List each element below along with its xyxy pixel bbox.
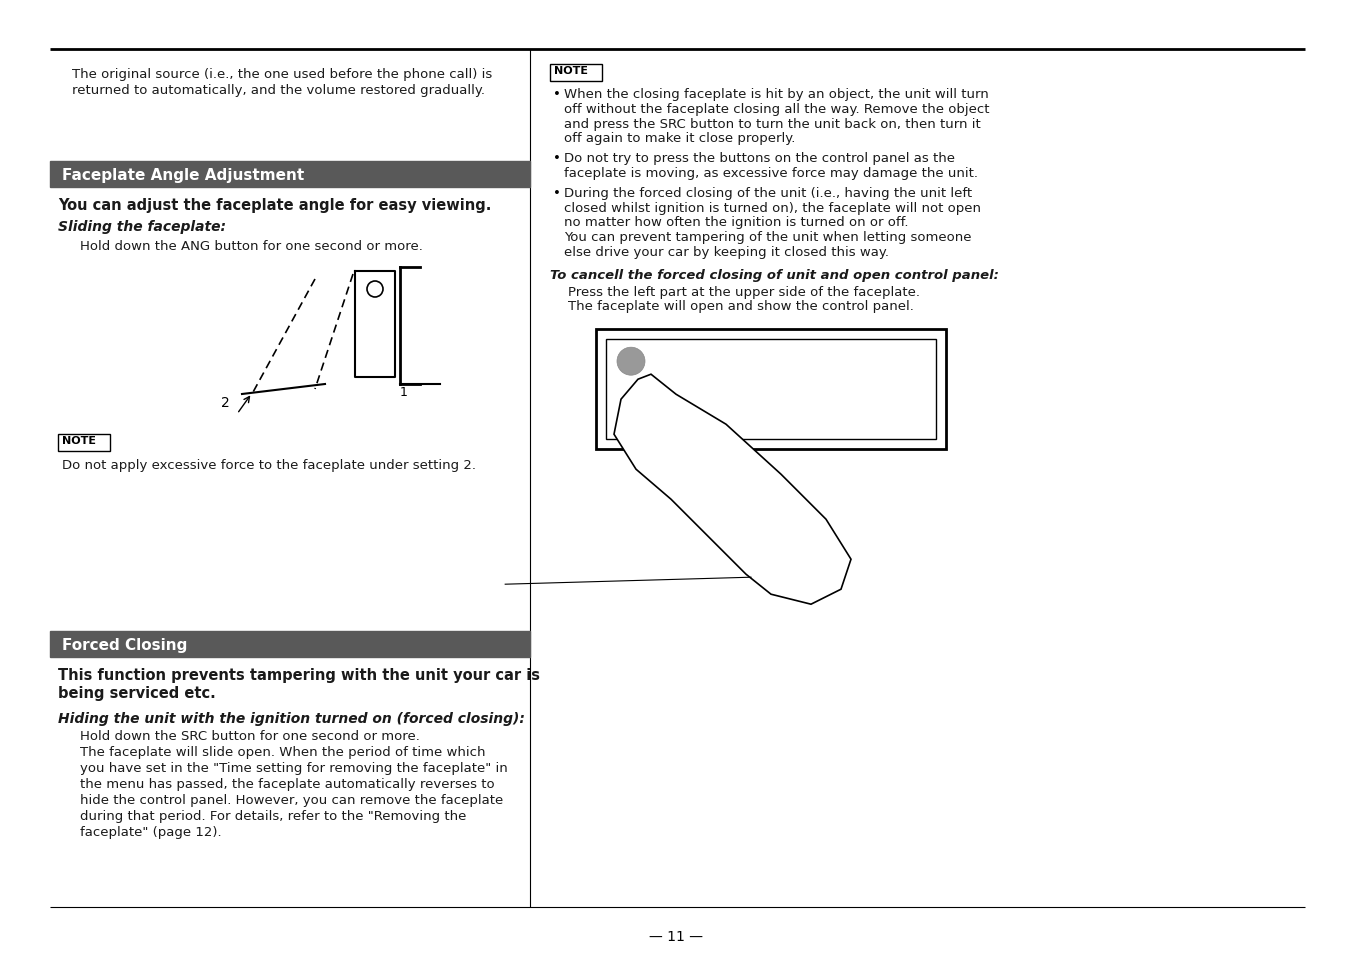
Text: •: • — [553, 152, 561, 165]
Text: closed whilst ignition is turned on), the faceplate will not open: closed whilst ignition is turned on), th… — [564, 201, 982, 214]
Text: Forced Closing: Forced Closing — [62, 638, 188, 652]
Text: NOTE: NOTE — [554, 66, 588, 76]
Text: Hold down the SRC button for one second or more.: Hold down the SRC button for one second … — [80, 729, 420, 742]
Text: To cancell the forced closing of unit and open control panel:: To cancell the forced closing of unit an… — [550, 269, 999, 281]
Bar — [58, 435, 110, 452]
Text: You can prevent tampering of the unit when letting someone: You can prevent tampering of the unit wh… — [564, 231, 972, 244]
Bar — [50, 162, 530, 188]
Text: Faceplate Angle Adjustment: Faceplate Angle Adjustment — [62, 168, 304, 183]
Text: The faceplate will open and show the control panel.: The faceplate will open and show the con… — [568, 300, 914, 314]
Bar — [606, 340, 936, 439]
Text: returned to automatically, and the volume restored gradually.: returned to automatically, and the volum… — [72, 84, 485, 97]
Text: The faceplate will slide open. When the period of time which: The faceplate will slide open. When the … — [80, 745, 485, 759]
Text: you have set in the "Time setting for removing the faceplate" in: you have set in the "Time setting for re… — [80, 761, 508, 774]
Text: The original source (i.e., the one used before the phone call) is: The original source (i.e., the one used … — [72, 68, 492, 81]
Text: — 11 —: — 11 — — [649, 929, 703, 943]
Text: being serviced etc.: being serviced etc. — [58, 685, 216, 700]
Text: Sliding the faceplate:: Sliding the faceplate: — [58, 220, 226, 233]
Polygon shape — [614, 375, 850, 604]
Text: During the forced closing of the unit (i.e., having the unit left: During the forced closing of the unit (i… — [564, 187, 972, 199]
Text: during that period. For details, refer to the "Removing the: during that period. For details, refer t… — [80, 809, 466, 822]
Circle shape — [617, 348, 645, 375]
Text: •: • — [553, 88, 561, 101]
Text: Hiding the unit with the ignition turned on (forced closing):: Hiding the unit with the ignition turned… — [58, 711, 525, 725]
Text: hide the control panel. However, you can remove the faceplate: hide the control panel. However, you can… — [80, 793, 503, 806]
Text: and press the SRC button to turn the unit back on, then turn it: and press the SRC button to turn the uni… — [564, 117, 980, 131]
Circle shape — [366, 282, 383, 297]
Text: Do not apply excessive force to the faceplate under setting 2.: Do not apply excessive force to the face… — [62, 458, 476, 472]
Text: You can adjust the faceplate angle for easy viewing.: You can adjust the faceplate angle for e… — [58, 198, 491, 213]
Bar — [50, 631, 530, 658]
Text: else drive your car by keeping it closed this way.: else drive your car by keeping it closed… — [564, 246, 890, 258]
Text: Press the left part at the upper side of the faceplate.: Press the left part at the upper side of… — [568, 285, 919, 298]
Text: the menu has passed, the faceplate automatically reverses to: the menu has passed, the faceplate autom… — [80, 778, 495, 790]
Text: no matter how often the ignition is turned on or off.: no matter how often the ignition is turn… — [564, 216, 909, 229]
Bar — [596, 330, 946, 450]
Text: off again to make it close properly.: off again to make it close properly. — [564, 132, 795, 145]
Text: Hold down the ANG button for one second or more.: Hold down the ANG button for one second … — [80, 240, 423, 253]
Text: off without the faceplate closing all the way. Remove the object: off without the faceplate closing all th… — [564, 103, 990, 115]
Text: 2: 2 — [222, 395, 230, 410]
Text: When the closing faceplate is hit by an object, the unit will turn: When the closing faceplate is hit by an … — [564, 88, 988, 101]
Text: •: • — [553, 187, 561, 199]
Text: 1: 1 — [400, 386, 408, 398]
Text: Do not try to press the buttons on the control panel as the: Do not try to press the buttons on the c… — [564, 152, 955, 165]
Text: faceplate is moving, as excessive force may damage the unit.: faceplate is moving, as excessive force … — [564, 167, 977, 180]
Bar — [550, 65, 602, 82]
Text: NOTE: NOTE — [62, 436, 96, 446]
Text: This function prevents tampering with the unit your car is: This function prevents tampering with th… — [58, 667, 539, 682]
Text: faceplate" (page 12).: faceplate" (page 12). — [80, 825, 222, 838]
